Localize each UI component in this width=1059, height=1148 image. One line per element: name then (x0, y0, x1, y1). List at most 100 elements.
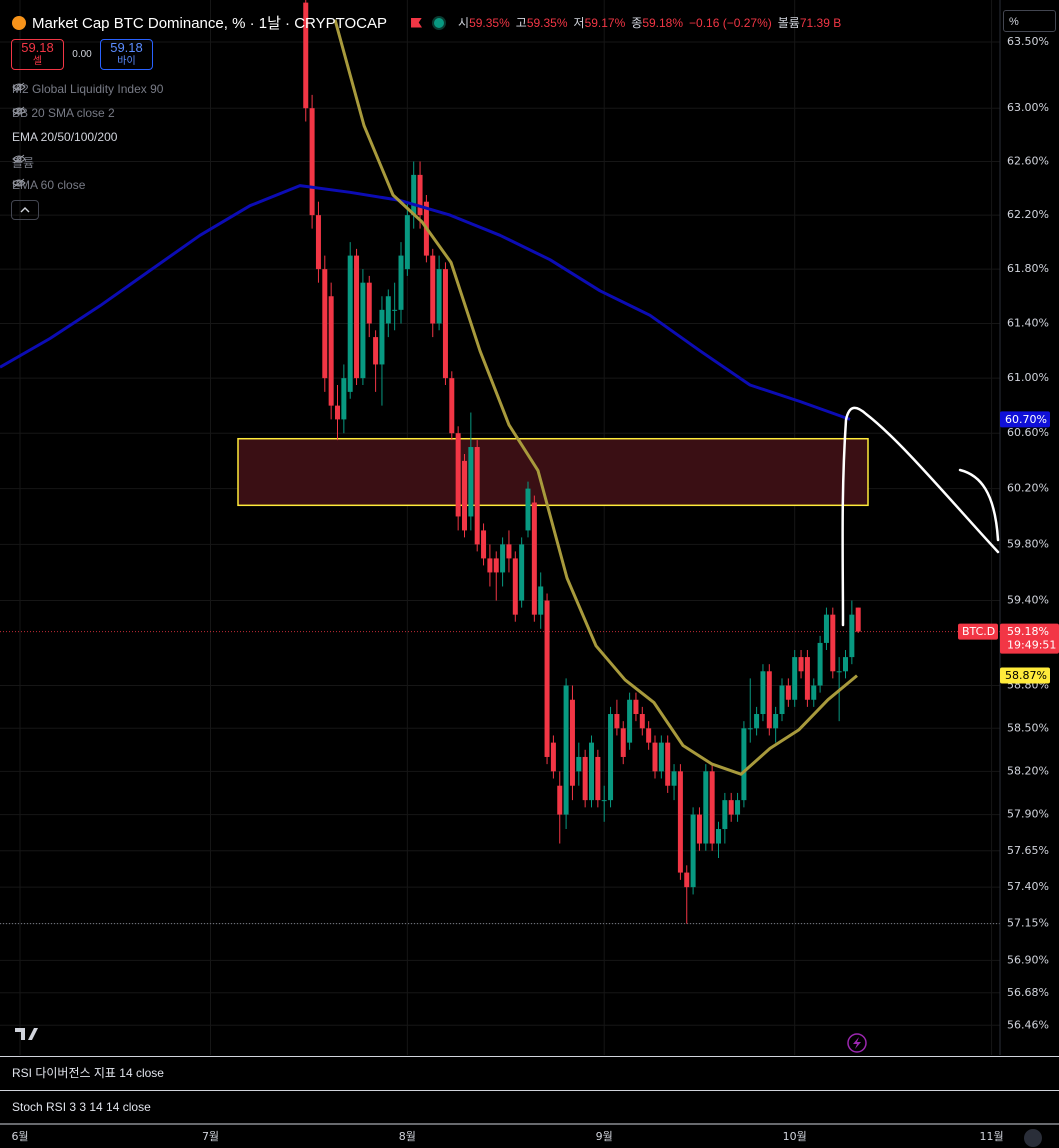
price-label-bg (1000, 667, 1050, 684)
candle-body (823, 614, 829, 643)
price-label: 60.70% (1005, 413, 1047, 426)
volume: 볼륨71.39 B (778, 14, 841, 31)
candle-body (728, 800, 734, 815)
ohlc-value: 59.18% (642, 16, 684, 30)
buy-price: 59.18 (110, 40, 143, 55)
candle-body (836, 671, 842, 673)
candle-body (309, 108, 315, 216)
candle-body (792, 657, 798, 700)
candle-body (385, 296, 391, 324)
ohlc-value: 59.35% (526, 16, 568, 30)
indicator[interactable]: 볼륨 (12, 154, 34, 171)
indicator[interactable]: BB 20 SMA close 2 (12, 106, 115, 120)
auto-scale-button (1024, 1129, 1042, 1147)
candle-body (620, 728, 626, 757)
y-tick-label: 56.46% (1007, 1018, 1049, 1031)
y-tick-label: 57.15% (1007, 917, 1049, 930)
candle-body (627, 699, 633, 743)
buy-label: 바이 (117, 56, 136, 67)
collapse-button[interactable] (11, 200, 39, 220)
stoch-pane: Stoch RSI 3 3 14 14 close (0, 1090, 1059, 1123)
x-tick-label: 10월 (783, 1130, 807, 1143)
price-label: 58.87% (1005, 669, 1047, 682)
indicator[interactable]: EMA 20/50/100/200 (12, 130, 117, 144)
hidden-icon[interactable] (12, 106, 26, 116)
candle-body (690, 814, 696, 888)
flag[interactable] (411, 17, 423, 28)
ohlc: 저59.17% (574, 14, 626, 31)
candle-body (804, 657, 810, 700)
y-tick-label: 56.90% (1007, 953, 1049, 966)
volume-value: 71.39 B (799, 16, 842, 30)
candle-body (493, 558, 499, 573)
candle-body (646, 728, 652, 743)
indicator[interactable]: EMA 60 close (12, 178, 85, 192)
hidden-icon[interactable] (12, 82, 26, 92)
candle-body (474, 447, 480, 545)
candle-body (455, 433, 461, 517)
candle-body (760, 671, 766, 715)
candle-body (550, 742, 556, 772)
x-tick-label: 6월 (11, 1130, 28, 1143)
last-price: 59.18% (1007, 625, 1049, 638)
y-tick-label: 57.65% (1007, 844, 1049, 857)
candle-body (563, 685, 569, 815)
candle-body (785, 685, 791, 700)
candle-body (335, 405, 340, 420)
candle-body (303, 2, 309, 109)
candle-body (411, 174, 417, 216)
candle-body (741, 728, 747, 801)
ohlc-value: 59.17% (584, 16, 626, 30)
y-tick-label: 60.20% (1007, 482, 1049, 495)
last-price-bg (1000, 623, 1059, 654)
alert-icon (847, 1033, 867, 1053)
sell-button[interactable]: 59.18 셀 (11, 39, 64, 70)
market-status (434, 17, 445, 28)
countdown: 19:49:51 (1007, 639, 1056, 652)
y-tick-label: 58.20% (1007, 764, 1049, 777)
hidden-icon[interactable] (12, 154, 26, 164)
y-tick-label: 62.60% (1007, 155, 1049, 168)
drawing (958, 468, 1000, 542)
volume-label: 볼륨 (777, 16, 800, 30)
candle-body (747, 728, 753, 730)
symbol[interactable]: Market Cap BTC Dominance, % · 1날 · CRYPT… (32, 15, 388, 32)
hidden-icon[interactable] (12, 178, 26, 188)
indicator-name: M2 Global Liquidity Index 90 (12, 82, 164, 96)
y-tick-label: 59.80% (1007, 537, 1049, 550)
candle-body (696, 814, 702, 844)
sell-price: 59.18 (21, 40, 54, 55)
candle-body (601, 800, 607, 802)
x-tick-label: 7월 (202, 1130, 219, 1143)
indicator-name: EMA 60 close (12, 178, 86, 192)
logo (15, 1028, 38, 1040)
sell-label: 셀 (32, 56, 43, 67)
candle-body (500, 544, 506, 573)
candle-body (373, 337, 379, 365)
ohlc-label: 고 (515, 16, 527, 30)
change: −0.16 (−0.27%) (689, 15, 772, 30)
y-tick-label: 61.00% (1007, 371, 1049, 384)
candle-body (398, 255, 404, 310)
spread: 0.00 (72, 49, 92, 60)
candle-body (608, 714, 614, 801)
indicator[interactable]: M2 Global Liquidity Index 90 (12, 82, 163, 96)
candle-body (589, 742, 594, 801)
candle-body (360, 282, 366, 379)
candle-body (468, 447, 474, 517)
candle-body (341, 378, 347, 420)
candle-body (481, 530, 487, 559)
x-tick-label: 11월 (979, 1130, 1003, 1143)
scale-unit[interactable]: % (1003, 10, 1056, 32)
buy-button[interactable]: 59.18 바이 (100, 39, 153, 70)
trade-buttons: 59.18 셀 0.00 59.18 바이 (11, 39, 153, 70)
y-tick-label: 59.40% (1007, 594, 1049, 607)
candle-body (462, 460, 467, 531)
candle-body (354, 255, 360, 379)
symbol-tag-bg (958, 623, 998, 640)
candle-body (849, 614, 855, 658)
x-tick-label: 8월 (399, 1130, 416, 1143)
y-tick-label: 60.60% (1007, 426, 1049, 439)
y-tick-label: 58.50% (1007, 721, 1049, 734)
